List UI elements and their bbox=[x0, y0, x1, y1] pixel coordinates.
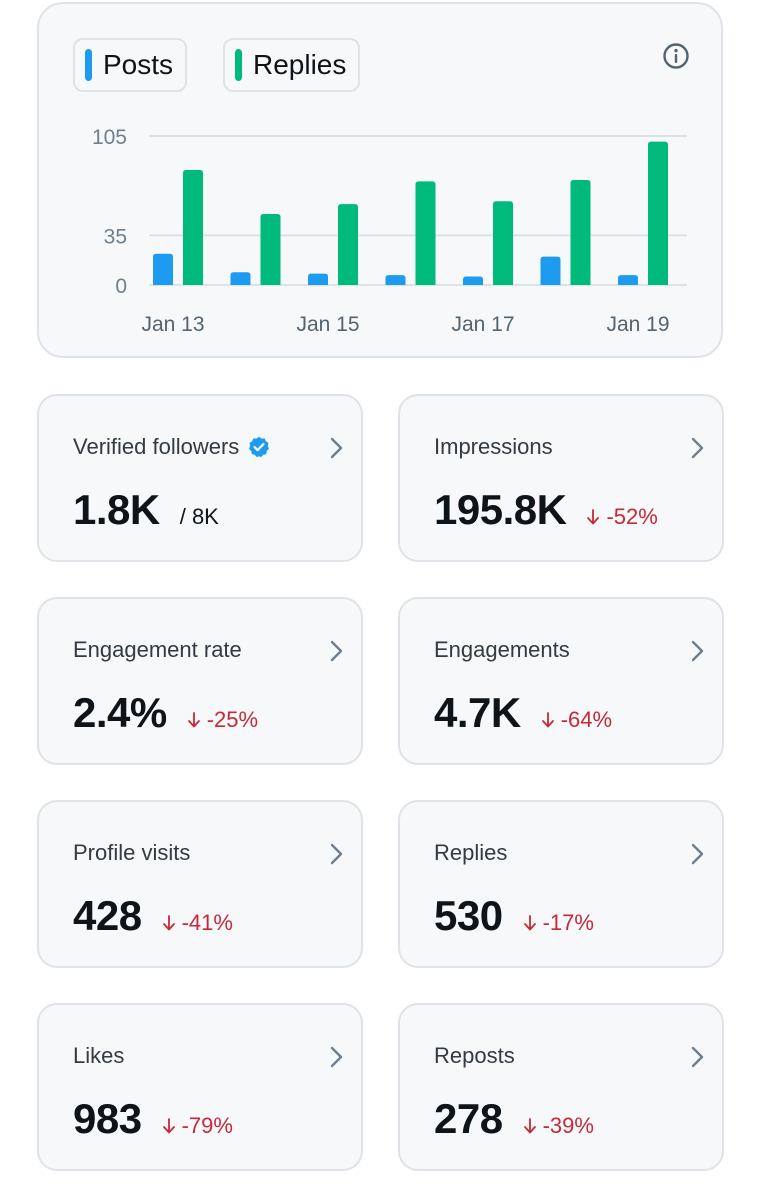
value-row: 195.8K -52% bbox=[434, 486, 658, 534]
chevron-right-icon bbox=[691, 843, 704, 865]
card-subvalue: / 8K bbox=[179, 504, 219, 529]
card-label: Profile visits bbox=[73, 840, 191, 865]
change-value: -25% bbox=[206, 707, 259, 732]
value-row: 4.7K -64% bbox=[434, 689, 612, 737]
value-row: 278 -39% bbox=[434, 1095, 594, 1143]
change-value: -41% bbox=[181, 910, 233, 935]
chevron-right-icon bbox=[330, 437, 343, 459]
verified-badge-icon bbox=[249, 436, 270, 458]
card-likes[interactable]: Likes 983 -79% bbox=[37, 1003, 363, 1171]
card-label-wrap: Verified followers bbox=[73, 434, 270, 460]
change-value: -79% bbox=[181, 1113, 233, 1138]
chevron-right-icon bbox=[691, 640, 704, 662]
change-indicator: -79% bbox=[162, 1113, 233, 1139]
legend-replies-label: Replies bbox=[253, 49, 347, 80]
value-row: 1.8K / 8K bbox=[73, 486, 219, 534]
chevron-right-icon bbox=[330, 1046, 343, 1068]
card-value: 4.7K bbox=[434, 689, 521, 736]
change-value: -52% bbox=[606, 504, 658, 529]
card-label: Likes bbox=[73, 1043, 125, 1068]
bar-posts bbox=[153, 253, 173, 285]
card-label: Engagements bbox=[434, 637, 570, 662]
change-value: -39% bbox=[542, 1113, 594, 1138]
bar-posts bbox=[618, 275, 638, 285]
value-row: 530 -17% bbox=[434, 892, 594, 940]
bar-posts bbox=[308, 273, 328, 285]
chevron-right-icon bbox=[330, 640, 343, 662]
card-value: 530 bbox=[434, 892, 503, 939]
bar-posts bbox=[385, 275, 406, 285]
bar-posts bbox=[463, 276, 483, 285]
card-value: 983 bbox=[73, 1095, 142, 1142]
bar-replies bbox=[260, 214, 281, 285]
arrow-down-icon bbox=[187, 712, 200, 728]
chevron-right-icon bbox=[691, 1046, 704, 1068]
change-indicator: -41% bbox=[162, 910, 233, 936]
x-tick-label: Jan 13 bbox=[141, 313, 204, 336]
card-impressions[interactable]: Impressions 195.8K -52% bbox=[398, 394, 724, 562]
y-tick-label: 0 bbox=[115, 275, 127, 298]
change-indicator: -17% bbox=[523, 910, 594, 936]
card-engagement-rate[interactable]: Engagement rate 2.4% -25% bbox=[37, 597, 363, 765]
change-indicator: -39% bbox=[523, 1113, 594, 1139]
card-label: Replies bbox=[434, 840, 508, 865]
legend-posts-label: Posts bbox=[103, 49, 174, 80]
card-profile-visits[interactable]: Profile visits 428 -41% bbox=[37, 800, 363, 968]
info-icon[interactable] bbox=[661, 41, 691, 71]
bar-posts bbox=[540, 256, 561, 285]
card-value: 2.4% bbox=[73, 689, 167, 736]
replies-swatch bbox=[235, 49, 242, 81]
y-tick-label: 35 bbox=[104, 225, 127, 248]
arrow-down-icon bbox=[523, 1118, 536, 1134]
bar-chart: 0 35 105 Jan 13 Jan 15 Jan 17 Jan 19 bbox=[92, 126, 687, 336]
y-tick-label: 105 bbox=[92, 126, 127, 149]
card-value: 278 bbox=[434, 1095, 503, 1142]
value-row: 983 -79% bbox=[73, 1095, 233, 1143]
value-row: 2.4% -25% bbox=[73, 689, 258, 737]
value-row: 428 -41% bbox=[73, 892, 233, 940]
card-label: Impressions bbox=[434, 434, 553, 459]
activity-chart-card: Posts Replies 0 35 105 Jan 13 Jan 15 Jan 17 Ja… bbox=[37, 2, 723, 358]
arrow-down-icon bbox=[162, 915, 175, 931]
bar-replies bbox=[570, 179, 591, 285]
card-value: 428 bbox=[73, 892, 142, 939]
card-label: Verified followers bbox=[73, 434, 240, 459]
bar-replies bbox=[183, 170, 203, 285]
change-value: -17% bbox=[542, 910, 594, 935]
change-value: -64% bbox=[560, 707, 613, 732]
change-indicator: -64% bbox=[541, 707, 612, 733]
card-engagements[interactable]: Engagements 4.7K -64% bbox=[398, 597, 724, 765]
posts-swatch bbox=[85, 49, 92, 81]
bar-replies bbox=[415, 181, 436, 285]
change-indicator: -52% bbox=[586, 504, 658, 530]
card-replies[interactable]: Replies 530 -17% bbox=[398, 800, 724, 968]
arrow-down-icon bbox=[162, 1118, 175, 1134]
legend-posts-toggle[interactable]: Posts bbox=[73, 38, 188, 92]
bar-replies bbox=[338, 204, 358, 285]
bar-replies bbox=[648, 141, 668, 285]
card-label: Engagement rate bbox=[73, 637, 242, 662]
card-reposts[interactable]: Reposts 278 -39% bbox=[398, 1003, 724, 1171]
chevron-right-icon bbox=[330, 843, 343, 865]
bar-replies bbox=[493, 201, 513, 285]
arrow-down-icon bbox=[541, 712, 554, 728]
arrow-down-icon bbox=[587, 509, 600, 525]
bar-posts bbox=[230, 272, 251, 285]
chevron-right-icon bbox=[691, 437, 704, 459]
legend-replies-toggle[interactable]: Replies bbox=[223, 38, 361, 92]
arrow-down-icon bbox=[523, 915, 536, 931]
change-indicator: -25% bbox=[187, 707, 258, 733]
x-tick-label: Jan 19 bbox=[606, 313, 669, 336]
card-verified-followers[interactable]: Verified followers 1.8K / 8K bbox=[37, 394, 363, 562]
x-tick-label: Jan 17 bbox=[451, 313, 514, 336]
x-tick-label: Jan 15 bbox=[296, 313, 359, 336]
card-label: Reposts bbox=[434, 1043, 515, 1068]
card-value: 1.8K bbox=[73, 486, 160, 533]
card-value: 195.8K bbox=[434, 486, 567, 533]
